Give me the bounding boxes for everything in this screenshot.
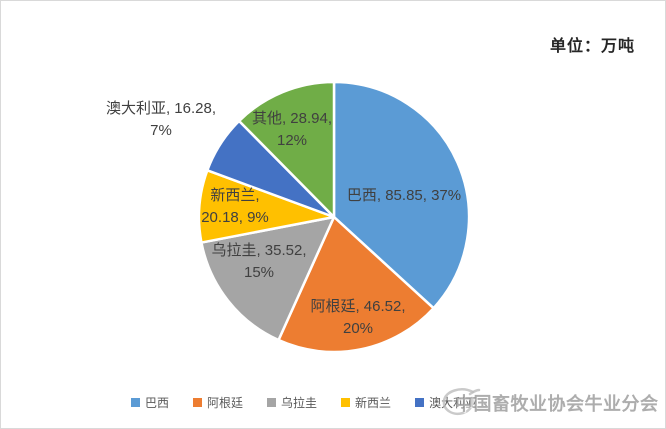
- legend-label-brazil: 巴西: [145, 395, 170, 410]
- legend-swatch-brazil: [131, 397, 140, 407]
- legend-swatch-australia: [415, 397, 425, 407]
- pie-slice-0: [332, 80, 471, 310]
- legend-label-australia: 澳大利亚: [429, 395, 478, 410]
- legend-label-argentina: 阿根廷: [207, 395, 244, 410]
- legend-label-new-zealand: 新西兰: [355, 395, 392, 410]
- legend: 巴西 阿根廷 乌拉圭 新西兰 澳大利亚: [131, 394, 477, 410]
- legend-label-uruguay: 乌拉圭: [281, 395, 318, 410]
- pie-slice-1: [277, 215, 435, 354]
- unit-label: 单位：万吨: [549, 38, 635, 55]
- pie-chart: [197, 80, 471, 354]
- legend-swatch-uruguay: [267, 397, 277, 407]
- legend-item-uruguay: 乌拉圭: [267, 394, 317, 411]
- legend-item-argentina: 阿根廷: [193, 394, 243, 411]
- legend-item-brazil: 巴西: [131, 394, 169, 411]
- pie-slice-2: [200, 215, 336, 342]
- legend-swatch-new-zealand: [341, 397, 351, 407]
- legend-swatch-argentina: [193, 397, 203, 407]
- pie-slice-5: [237, 80, 336, 219]
- legend-item-australia: 澳大利亚: [415, 394, 477, 411]
- watermark-text: 中国畜牧业协会牛业分会: [455, 394, 659, 414]
- legend-item-new-zealand: 新西兰: [341, 394, 391, 411]
